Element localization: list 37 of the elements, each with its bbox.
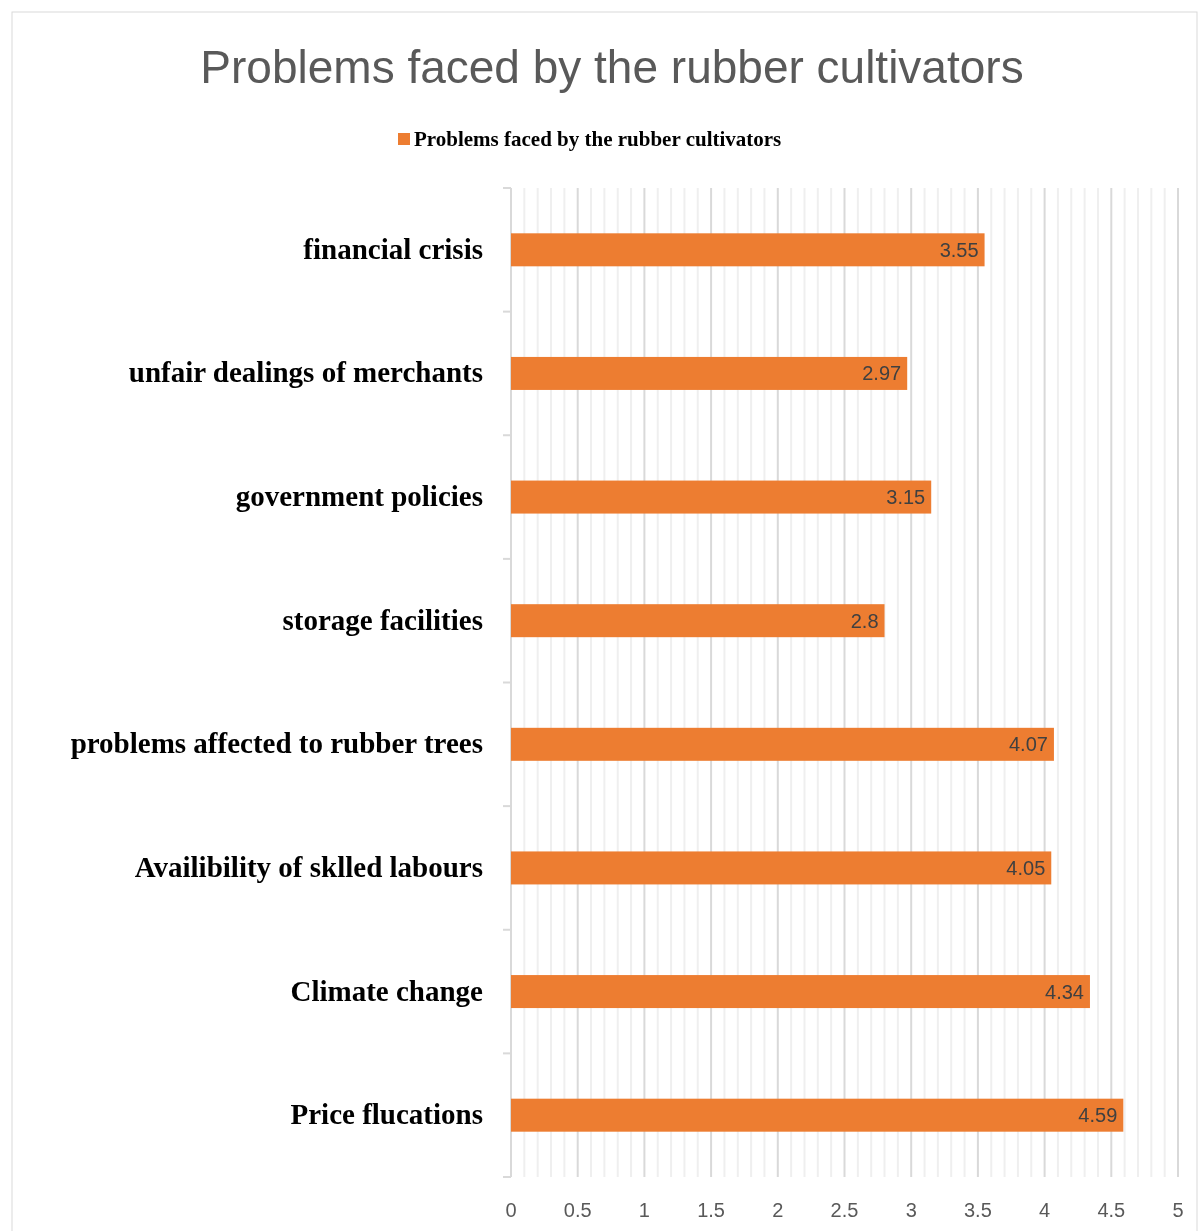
x-tick-label: 0.5 [563, 1199, 592, 1221]
data-label: 3.15 [886, 486, 926, 509]
data-label: 2.97 [862, 362, 902, 385]
data-label: 4.05 [1006, 856, 1046, 879]
x-tick-label: 1 [638, 1199, 650, 1221]
data-label: 2.8 [850, 609, 879, 632]
chart-title: Problems faced by the rubber cultivators [200, 41, 1024, 93]
data-label: 4.34 [1045, 980, 1084, 1003]
y-tick-label: unfair dealings of merchants [128, 356, 483, 389]
y-tick-label: Price flucations [290, 1098, 483, 1131]
x-tick-label: 1.5 [697, 1199, 726, 1221]
x-tick-label: 2.5 [830, 1199, 859, 1221]
y-tick-label: Availibility of sklled labours [134, 850, 483, 883]
bar [511, 727, 1054, 761]
bar [511, 604, 885, 638]
bar [511, 480, 932, 514]
x-tick-label: 0 [505, 1199, 517, 1221]
bar [511, 1098, 1124, 1132]
x-tick-label: 4 [1039, 1199, 1051, 1221]
x-tick-label: 3 [905, 1199, 917, 1221]
x-tick-label: 5 [1172, 1199, 1184, 1221]
x-tick-label: 2 [772, 1199, 784, 1221]
bar [511, 233, 985, 267]
data-label: 4.59 [1078, 1104, 1118, 1127]
data-label: 3.55 [939, 238, 979, 261]
y-tick-label: financial crisis [303, 232, 483, 265]
data-label: 4.07 [1009, 733, 1048, 756]
legend-label: Problems faced by the rubber cultivators [414, 127, 782, 151]
y-tick-label: government policies [235, 480, 483, 513]
y-tick-label: storage facilities [282, 603, 483, 636]
x-tick-label: 4.5 [1097, 1199, 1126, 1221]
y-tick-label: problems affected to rubber trees [70, 727, 483, 760]
x-tick-label: 3.5 [963, 1199, 992, 1221]
y-tick-label: Climate change [290, 974, 484, 1007]
bar [511, 356, 908, 390]
bar [511, 975, 1090, 1009]
bar [511, 851, 1052, 885]
